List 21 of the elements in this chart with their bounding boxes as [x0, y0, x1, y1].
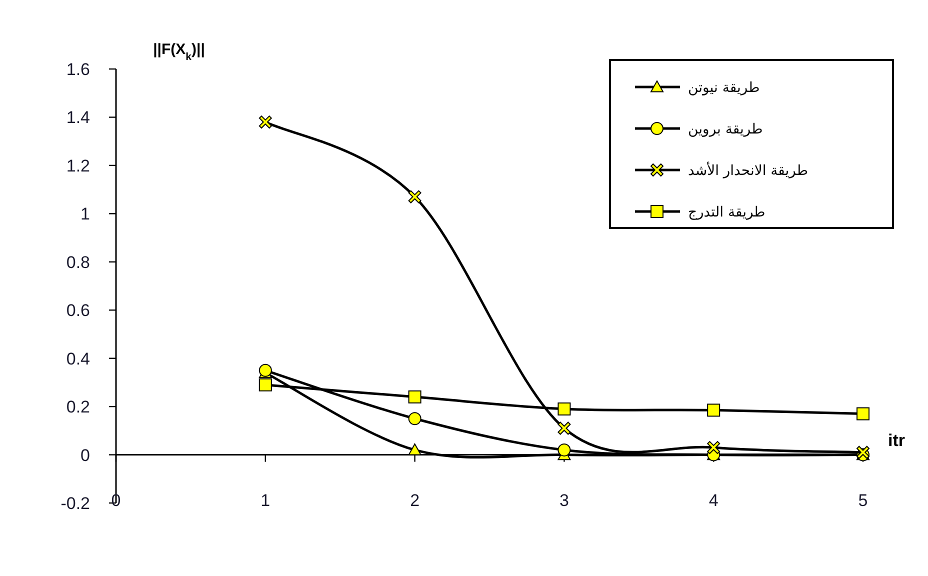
y-tick-label: 0.2	[66, 398, 90, 417]
y-tick-label: 0.8	[66, 252, 90, 272]
y-tick-label: -0.2	[60, 494, 90, 513]
y-tick-label: 0	[80, 446, 90, 465]
y-tick-label: 0.4	[66, 349, 90, 368]
legend-label: طريقة التدرج	[688, 204, 766, 220]
x-tick-label: 5	[858, 491, 868, 510]
x-tick-label: 4	[708, 491, 718, 510]
y-axis-title: ||F(X$_{k}$)||	[153, 41, 205, 63]
x-tick-label: 2	[410, 491, 420, 510]
y-tick-label: 1	[80, 204, 90, 224]
legend-label: طريقة بروين	[688, 122, 763, 138]
legend-label: طريقة نيوتن	[688, 80, 760, 96]
x-tick-label: 1	[260, 491, 270, 510]
y-tick-label: 0.6	[66, 301, 90, 320]
x-axis-title: itr	[888, 431, 906, 450]
x-tick-label: 3	[559, 491, 569, 510]
y-tick-label: 1.4	[66, 108, 90, 128]
legend-label: طريقة الانحدار الأشد	[688, 161, 808, 179]
y-tick-label: 1.2	[66, 156, 90, 176]
y-tick-label: 1.6	[66, 60, 90, 79]
